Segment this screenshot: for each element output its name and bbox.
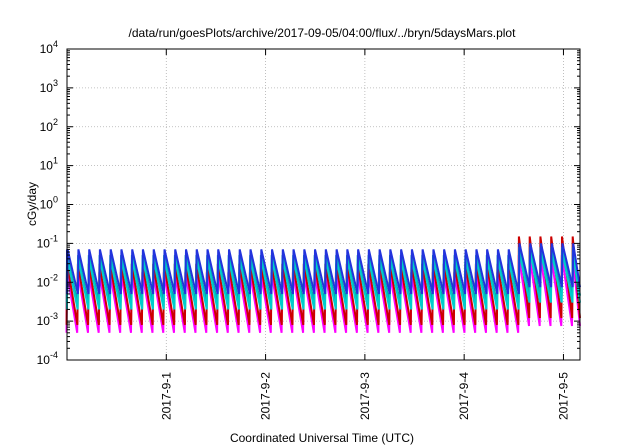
series-line: [66, 243, 581, 295]
y-tick-label: 10-3: [37, 311, 58, 328]
x-tick-label: 2017-9-5: [556, 372, 570, 420]
x-tick-label: 2017-9-4: [457, 372, 471, 420]
series-line: [65, 251, 581, 310]
y-tick-label: 10-2: [37, 272, 58, 289]
grid: [67, 49, 580, 360]
x-axis-label: Coordinated Universal Time (UTC): [230, 431, 414, 445]
y-tick-label: 10-1: [37, 233, 58, 250]
x-axis-ticks: 2017-9-1 2017-9-2 2017-9-3 2017-9-4 2017-9-5: [159, 49, 570, 420]
y-tick-label: 10-4: [37, 350, 58, 367]
series-lines: [65, 236, 581, 333]
y-tick-label: 104: [40, 39, 58, 56]
y-tick-label: 100: [40, 195, 58, 212]
x-tick-label: 2017-9-1: [159, 372, 173, 420]
x-tick-label: 2017-9-3: [358, 372, 372, 420]
y-tick-label: 101: [40, 156, 58, 173]
y-tick-label: 103: [40, 78, 58, 95]
y-axis-label: cGy/day: [25, 182, 39, 226]
chart-title: /data/run/goesPlots/archive/2017-09-05/0…: [129, 26, 517, 40]
series-line: [65, 236, 581, 326]
series-line: [65, 254, 581, 333]
x-tick-label: 2017-9-2: [259, 372, 273, 420]
y-tick-label: 102: [40, 117, 58, 134]
